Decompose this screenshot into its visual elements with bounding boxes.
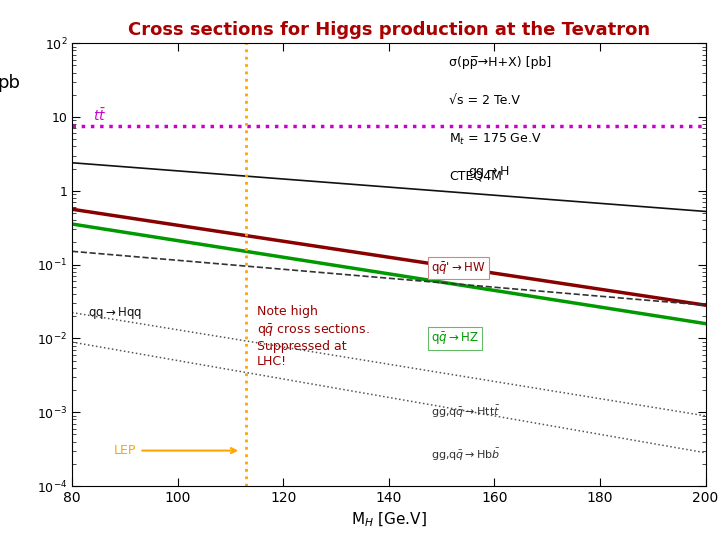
Text: √s = 2 Te.V: √s = 2 Te.V [449,94,520,107]
Text: gg,q$\bar{q}$$\rightarrow$Hb$\bar{b}$: gg,q$\bar{q}$$\rightarrow$Hb$\bar{b}$ [431,447,500,463]
X-axis label: M$_{H}$ [Ge.V]: M$_{H}$ [Ge.V] [351,510,427,529]
Text: CTEQ4M: CTEQ4M [449,170,502,183]
Text: Note high
q$\bar{q}$ cross sections.
Suppressed at
LHC!: Note high q$\bar{q}$ cross sections. Sup… [257,305,369,368]
Text: gg$\rightarrow$H: gg$\rightarrow$H [468,164,510,180]
Text: q$\bar{q}$'$\rightarrow$HW: q$\bar{q}$'$\rightarrow$HW [431,260,486,276]
Text: M$_{t}$ = 175 Ge.V: M$_{t}$ = 175 Ge.V [449,132,541,147]
Text: gg,q$\bar{q}$$\rightarrow$Htt$\bar{t}$: gg,q$\bar{q}$$\rightarrow$Htt$\bar{t}$ [431,404,500,420]
Text: LEP: LEP [114,444,236,457]
Text: pb: pb [0,74,20,92]
Text: $t\bar{t}$: $t\bar{t}$ [93,107,107,124]
Text: q$\bar{q}$$\rightarrow$HZ: q$\bar{q}$$\rightarrow$HZ [431,330,479,347]
Text: qq$\rightarrow$Hqq: qq$\rightarrow$Hqq [88,305,142,321]
Text: σ(pp̅→H+X) [pb]: σ(pp̅→H+X) [pb] [449,57,552,70]
Title: Cross sections for Higgs production at the Tevatron: Cross sections for Higgs production at t… [127,21,650,39]
